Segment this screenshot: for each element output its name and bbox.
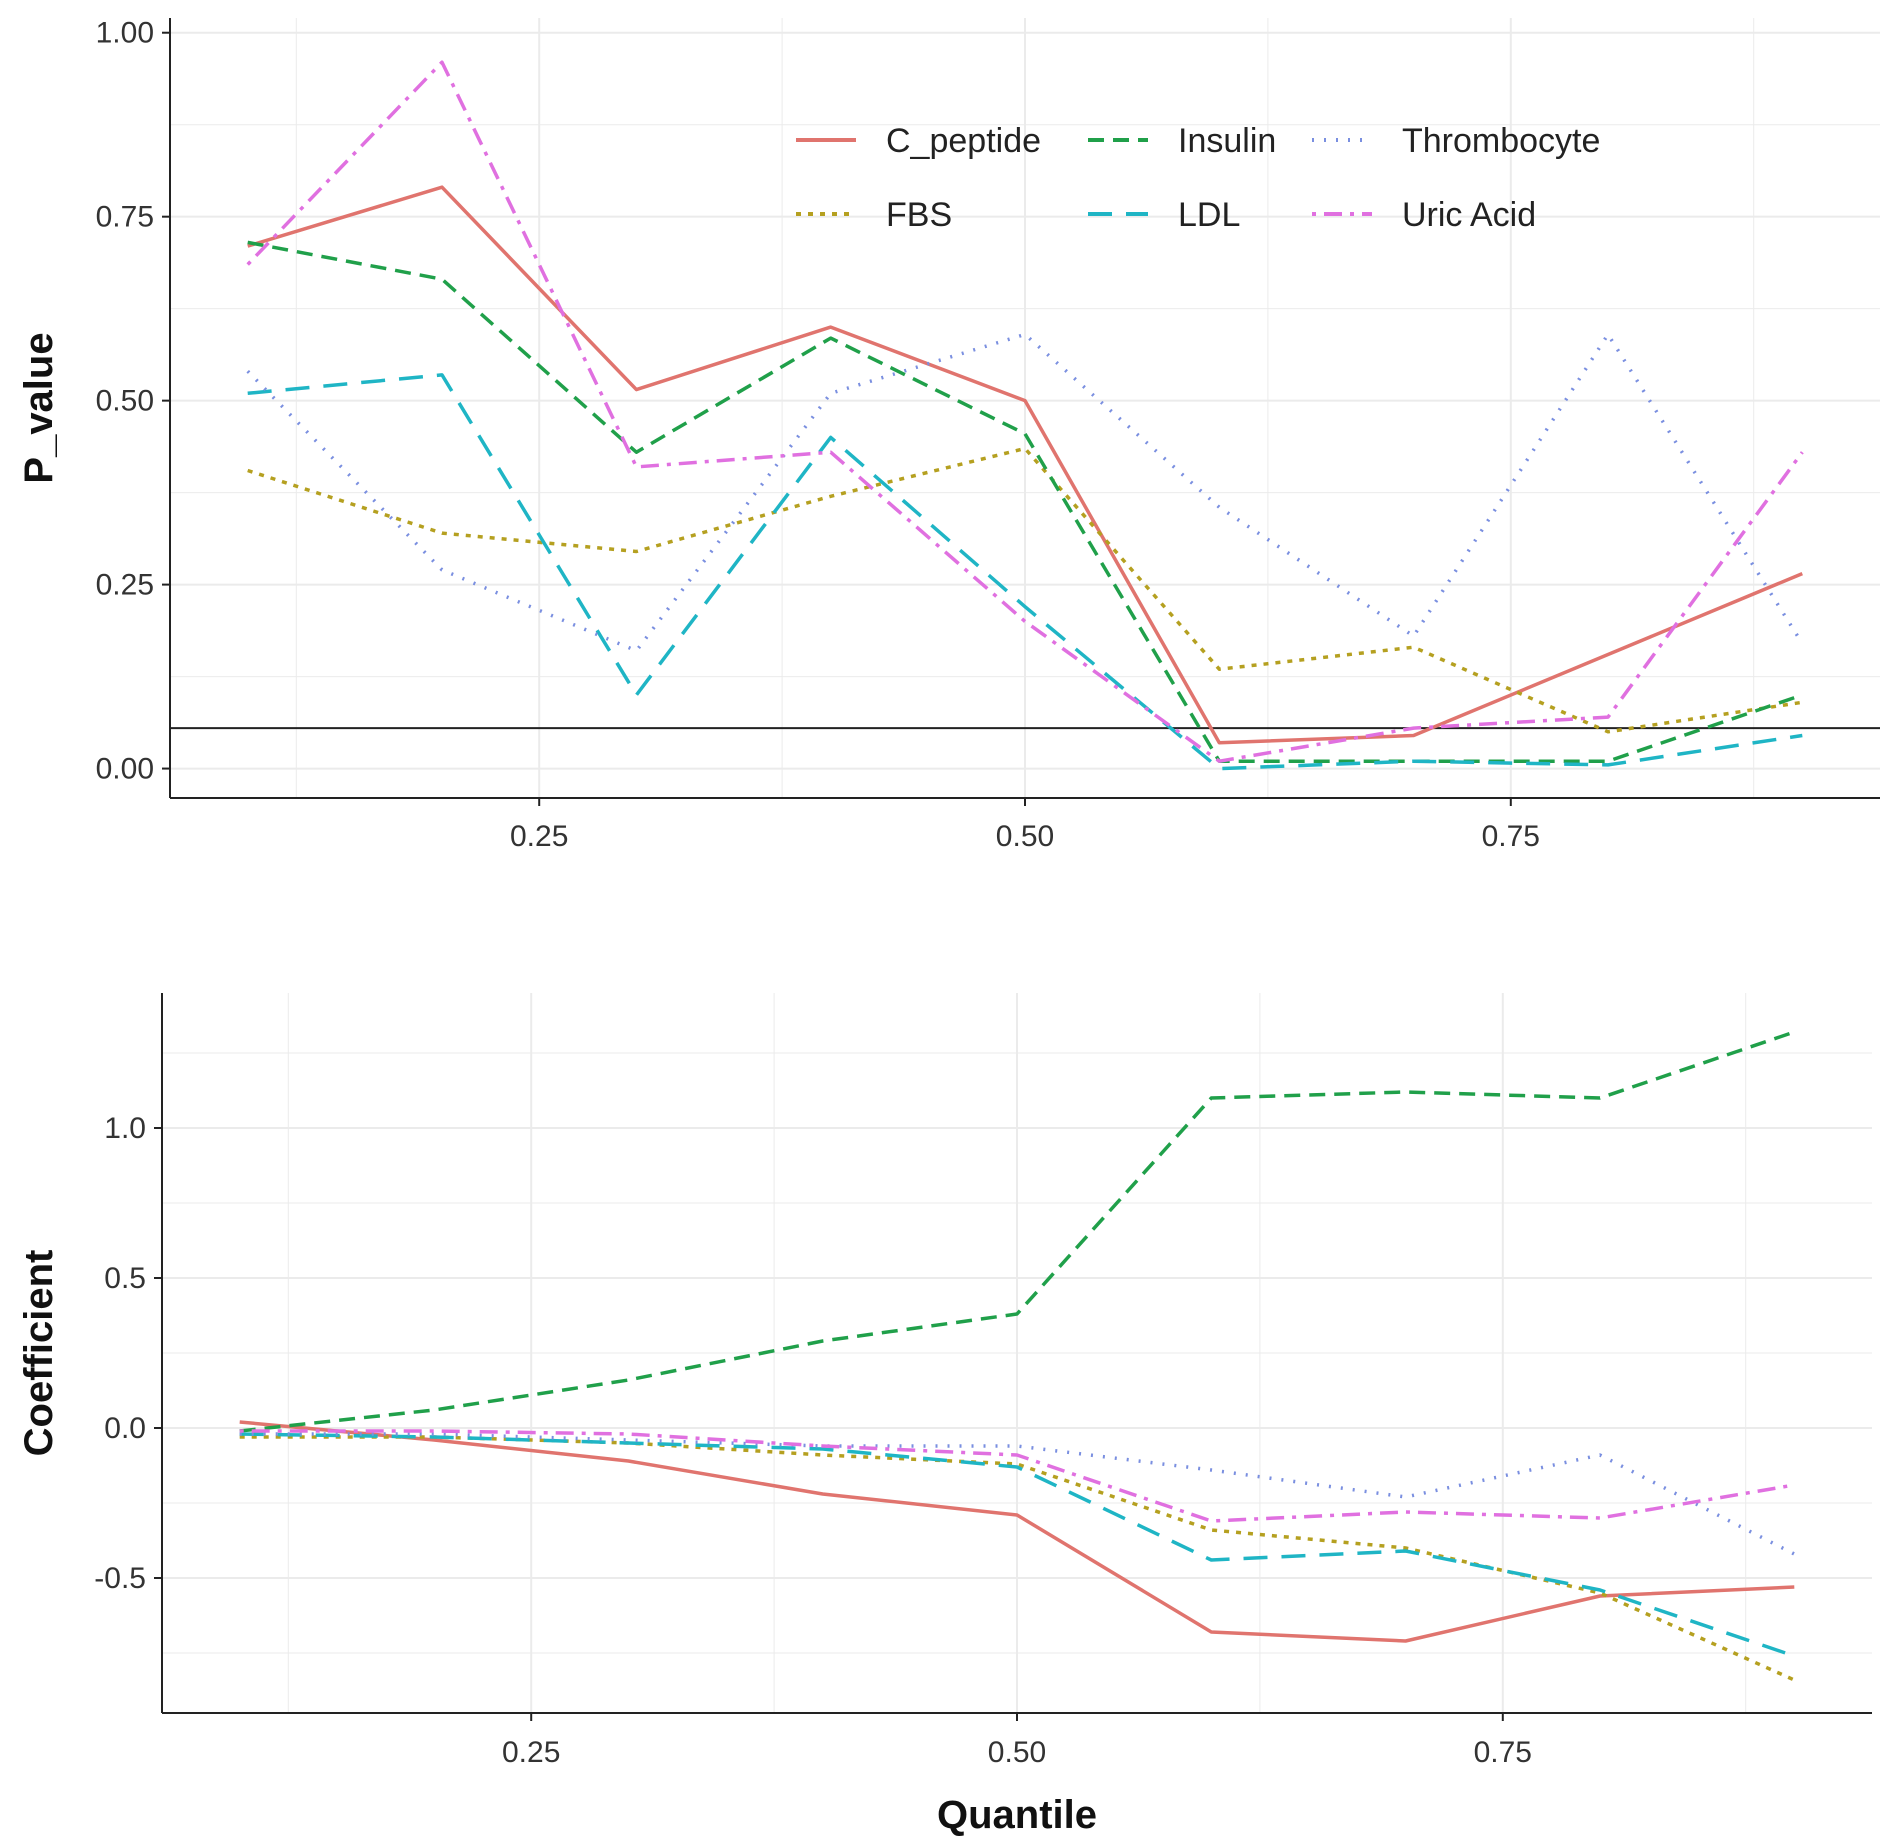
legend-item-uric-acid: Uric Acid (1312, 196, 1536, 234)
series-line-ldl (239, 1432, 1795, 1658)
y-tick-label: 0.75 (96, 201, 154, 234)
series-line-uric-acid (239, 1429, 1795, 1523)
y-tick-label: 1.0 (104, 1112, 146, 1145)
x-axis-title: Quantile (937, 1793, 1097, 1837)
legend-item-ldl: LDL (1088, 196, 1240, 234)
series-line-fbs (239, 1435, 1796, 1682)
legend-label-uric-acid: Uric Acid (1402, 196, 1536, 234)
x-tick-label: 0.25 (510, 820, 568, 853)
legend-label-thrombocyte: Thrombocyte (1402, 122, 1600, 160)
legend-item-insulin: Insulin (1088, 122, 1276, 160)
legend-item-fbs: FBS (796, 196, 952, 234)
y-tick-label: 0.00 (96, 753, 154, 786)
series-line-insulin (239, 1030, 1795, 1433)
x-tick-label: 0.25 (502, 1736, 560, 1769)
y-axis-title: P_value (17, 332, 61, 483)
legend-label-c-peptide: C_peptide (886, 122, 1041, 160)
y-tick-label: 0.0 (104, 1412, 146, 1445)
legend-item-c-peptide: C_peptide (796, 122, 1041, 160)
x-tick-label: 0.75 (1474, 1736, 1532, 1769)
y-tick-label: 0.50 (96, 385, 154, 418)
legend-label-ldl: LDL (1178, 196, 1240, 234)
y-axis-title: Coefficient (17, 1250, 61, 1457)
x-tick-label: 0.50 (996, 820, 1054, 853)
series-line-c-peptide (239, 1420, 1795, 1643)
pvalue-panel: 0.00 0.25 0.50 0.75 1.00 0.25 0.50 0.75 P_value (17, 17, 1880, 853)
coefficient-panel: -0.5 0.0 0.5 1.0 0.25 0.50 0.75 Coefficient Quan… (17, 993, 1872, 1837)
series-line-insulin (247, 240, 1803, 763)
legend-label-insulin: Insulin (1178, 122, 1276, 160)
series-line-thrombocyte (246, 332, 1804, 653)
x-tick-label: 0.75 (1482, 820, 1540, 853)
legend: C_peptide Insulin Thrombocyte FBS LDL Uric Ac… (796, 122, 1600, 234)
y-tick-label: -0.5 (94, 1562, 146, 1595)
y-tick-label: 1.00 (96, 17, 154, 50)
series-line-ldl (247, 373, 1803, 771)
y-tick-label: 0.25 (96, 569, 154, 602)
y-tick-label: 0.5 (104, 1262, 146, 1295)
legend-label-fbs: FBS (886, 196, 952, 234)
legend-item-thrombocyte: Thrombocyte (1312, 122, 1600, 160)
x-tick-label: 0.50 (988, 1736, 1046, 1769)
series-line-c-peptide (247, 185, 1803, 745)
series-line-fbs (247, 446, 1803, 734)
series-line-uric-acid (246, 60, 1804, 763)
